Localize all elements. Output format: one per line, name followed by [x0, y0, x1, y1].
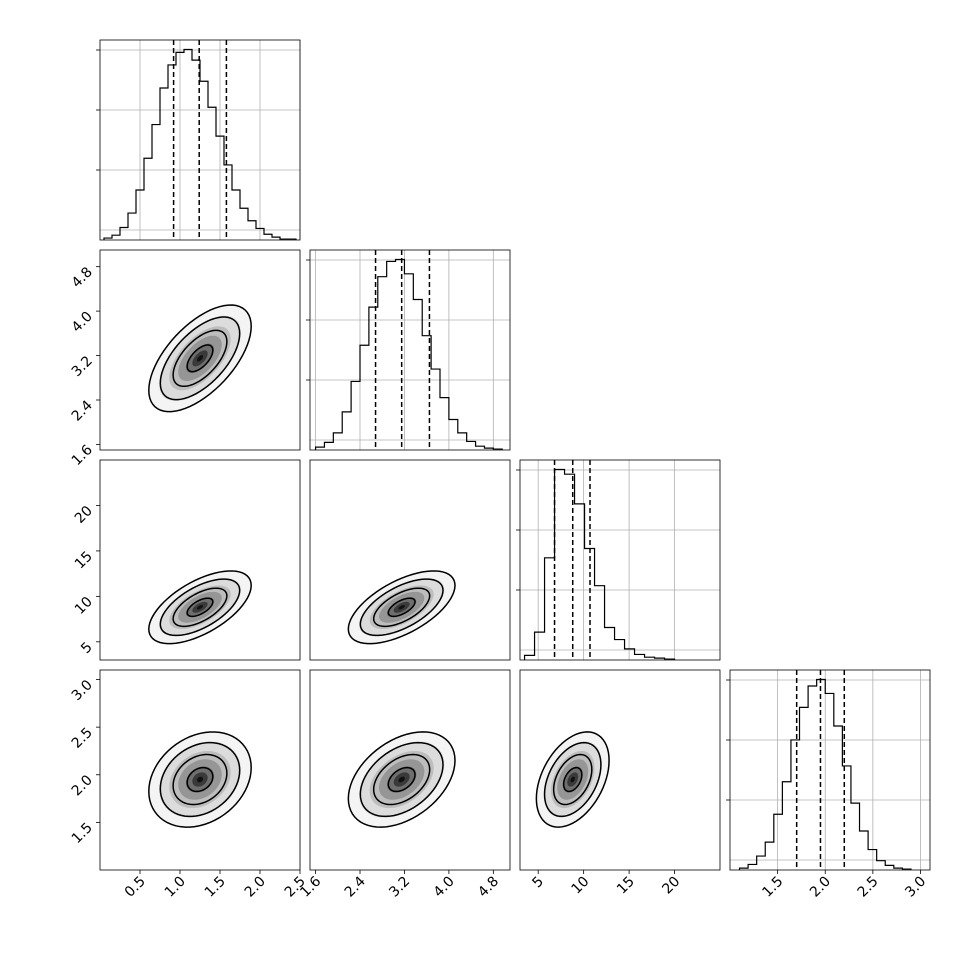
x-tick-label-1-3: 4.0: [431, 874, 458, 901]
x-tick-label-2-3: 20: [659, 874, 683, 898]
panel-3-2-contour-3: [562, 766, 583, 793]
panel-3-1-contour-2: [372, 753, 431, 806]
x-tick-label-0-1: 1.0: [162, 874, 189, 901]
panel-3-1-outer-mask: [310, 670, 510, 870]
panel-3-2-contour-2: [552, 753, 593, 806]
panel-3-2-frame: [519, 669, 721, 871]
y-tick-label-2-0: 5: [78, 639, 96, 657]
y-tick-label-1-3: 4.0: [69, 309, 96, 336]
panel-1-0-frame: [99, 249, 301, 451]
panel-2-0-frame: [99, 459, 301, 661]
histogram-panel-4: [726, 669, 931, 871]
x-tick-label-0-0: 0.5: [122, 874, 149, 901]
scatter-panel-2-1: [309, 459, 511, 661]
panel-1-0-contour-1: [159, 316, 241, 401]
x-tick-label-2-1: 10: [569, 874, 593, 898]
scatter-panel-2-0: [99, 459, 301, 661]
x-tick-label-2-0: 5: [529, 874, 547, 892]
x-tick-label-2-2: 15: [614, 874, 638, 898]
histogram-2-steps: [314, 258, 503, 450]
panel-2-0-contour-0: [148, 570, 252, 645]
panel-2-1-contour-0: [347, 570, 456, 645]
y-tick-label-1-1: 2.4: [69, 397, 96, 424]
panel-2-0-density-6: [196, 605, 204, 610]
panel-3-0-contour-0: [148, 731, 252, 828]
panel-2-1-frame: [309, 459, 511, 661]
panel-2-0-outer-mask: [100, 460, 300, 660]
y-tick-label-1-2: 3.2: [69, 353, 96, 380]
panel-3-2-contour-1: [543, 741, 602, 818]
panel-2-1-contour-3: [387, 597, 416, 618]
x-tick-label-3-3: 3.0: [902, 874, 929, 901]
x-tick-label-0-3: 2.0: [242, 874, 269, 901]
x-tick-label-1-2: 3.2: [386, 874, 413, 901]
scatter-panel-3-0: [99, 669, 301, 871]
y-tick-label-3-1: 2.0: [69, 772, 96, 799]
panel-3-0-contour-1: [159, 741, 241, 818]
x-tick-label-1-4: 4.8: [475, 874, 502, 901]
panel-3-1-frame: [309, 669, 511, 871]
panel-1-0-contour-2: [172, 329, 228, 388]
panel-3-1-contour-1: [359, 741, 444, 818]
panel-3-2-density-6: [570, 776, 575, 783]
scatter-panel-3-2: [519, 669, 721, 871]
y-tick-label-3-0: 1.5: [69, 820, 96, 847]
panel-3-2-contour-0: [535, 731, 610, 828]
y-tick-label-1-0: 1.6: [69, 442, 96, 469]
histogram-panel-3: [516, 459, 721, 661]
histogram-4-frame: [729, 669, 931, 871]
histogram-4-steps: [738, 678, 912, 870]
x-tick-label-3-2: 2.5: [855, 874, 882, 901]
panel-3-1-contour-3: [387, 766, 416, 793]
panel-3-2-outer-mask: [520, 670, 720, 870]
panel-2-1-contour-2: [372, 587, 431, 628]
panel-3-0-frame: [99, 669, 301, 871]
histogram-2-frame: [309, 249, 511, 451]
histogram-1-frame: [99, 39, 301, 241]
panel-3-0-outer-mask: [100, 670, 300, 870]
x-tick-label-1-1: 2.4: [342, 873, 369, 900]
panel-2-0-contour-2: [172, 587, 228, 628]
histogram-3-frame: [519, 459, 721, 661]
histogram-1-steps: [103, 48, 297, 240]
y-tick-label-2-1: 10: [72, 594, 96, 618]
panel-1-0-contour-0: [148, 304, 252, 413]
scatter-panel-1-0: [99, 249, 301, 451]
panel-3-1-density-6: [398, 776, 405, 783]
panel-3-0-density-6: [196, 776, 204, 783]
histogram-panel-2: [306, 249, 511, 451]
y-tick-label-1-4: 4.8: [69, 264, 96, 291]
x-tick-label-3-1: 2.0: [807, 874, 834, 901]
y-tick-label-3-2: 2.5: [69, 725, 96, 752]
panel-1-0-contour-3: [186, 344, 214, 373]
x-tick-label-3-0: 1.5: [759, 874, 786, 901]
panel-3-0-contour-2: [172, 753, 228, 806]
y-tick-label-2-2: 15: [72, 548, 96, 572]
y-tick-label-3-3: 3.0: [69, 677, 96, 704]
y-tick-label-2-3: 20: [72, 503, 96, 527]
panel-1-0-density-6: [196, 355, 204, 362]
x-tick-label-0-2: 1.5: [202, 874, 229, 901]
panel-2-1-contour-1: [359, 578, 444, 637]
panel-2-1-outer-mask: [310, 460, 510, 660]
panel-2-1-density-6: [398, 605, 405, 610]
panel-3-0-contour-3: [186, 766, 214, 793]
histogram-panel-1: [96, 39, 301, 241]
panel-3-1-contour-0: [347, 731, 456, 828]
scatter-panel-3-1: [309, 669, 511, 871]
histogram-3-steps: [523, 468, 676, 660]
panel-2-0-contour-1: [159, 578, 241, 637]
panel-2-0-contour-3: [186, 597, 214, 618]
